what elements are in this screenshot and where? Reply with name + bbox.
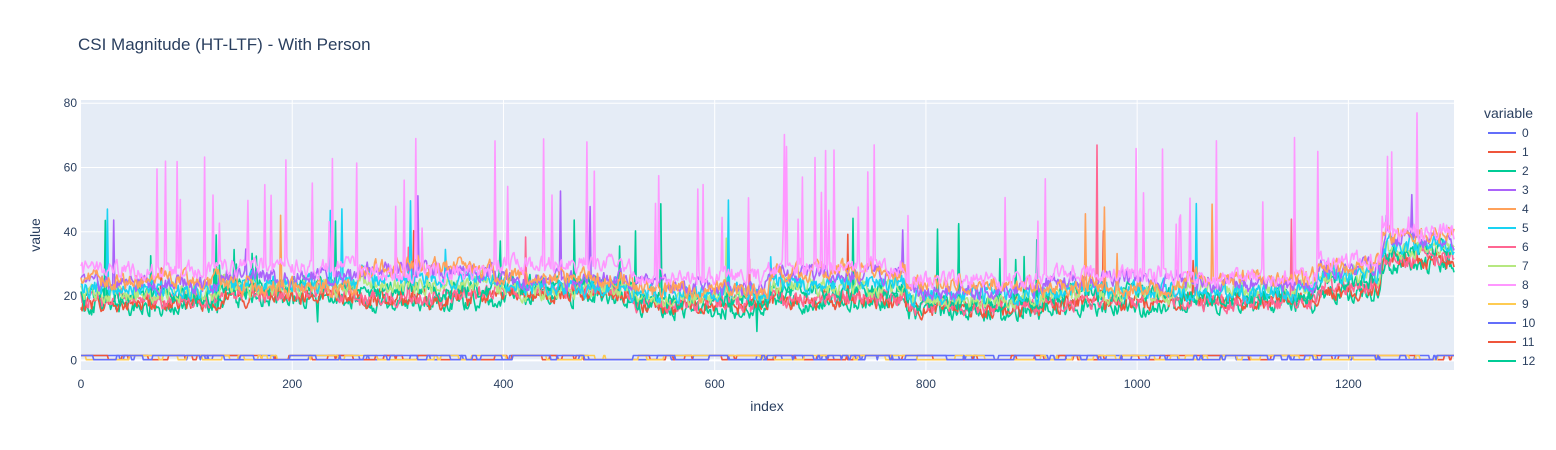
y-tick-label: 20 xyxy=(64,289,78,303)
legend-item-4[interactable]: 4 xyxy=(1488,202,1529,216)
x-tick-label: 0 xyxy=(78,377,85,391)
legend-label: 9 xyxy=(1522,297,1529,311)
legend-label: 4 xyxy=(1522,202,1529,216)
legend-item-5[interactable]: 5 xyxy=(1488,221,1529,235)
legend-label: 11 xyxy=(1522,335,1535,349)
legend-label: 6 xyxy=(1522,240,1529,254)
series-line-8 xyxy=(80,112,1455,292)
legend-item-7[interactable]: 7 xyxy=(1488,259,1529,273)
y-tick-label: 60 xyxy=(64,161,78,175)
legend-item-8[interactable]: 8 xyxy=(1488,278,1529,292)
ticks: 0 200 400 600 800 1000 1200 0 20 40 60 80 xyxy=(64,96,1362,391)
legend-item-9[interactable]: 9 xyxy=(1488,297,1529,311)
legend-label: 0 xyxy=(1522,126,1529,140)
legend-label: 2 xyxy=(1522,164,1529,178)
series-line-3 xyxy=(80,190,1455,302)
legend-label: 3 xyxy=(1522,183,1529,197)
legend-label: 7 xyxy=(1522,259,1529,273)
legend-title: variable xyxy=(1484,105,1533,121)
y-axis-title: value xyxy=(27,218,43,252)
plot-area xyxy=(81,100,1454,370)
legend-item-10[interactable]: 10 xyxy=(1488,316,1536,330)
legend-item-1[interactable]: 1 xyxy=(1488,145,1529,159)
series-layer xyxy=(80,112,1455,361)
chart-title: CSI Magnitude (HT-LTF) - With Person xyxy=(78,35,371,54)
x-tick-label: 200 xyxy=(282,377,302,391)
x-axis-title: index xyxy=(750,398,783,414)
x-tick-label: 1200 xyxy=(1335,377,1362,391)
legend-label: 8 xyxy=(1522,278,1529,292)
legend-item-12[interactable]: 12 xyxy=(1488,354,1536,368)
y-tick-label: 40 xyxy=(64,225,78,239)
series-line-2 xyxy=(80,203,1455,314)
y-tick-label: 80 xyxy=(64,96,78,110)
legend-item-0[interactable]: 0 xyxy=(1488,126,1529,140)
y-tick-label: 0 xyxy=(70,353,77,367)
legend-label: 10 xyxy=(1522,316,1536,330)
legend-item-6[interactable]: 6 xyxy=(1488,240,1529,254)
x-tick-label: 800 xyxy=(916,377,936,391)
legend-label: 5 xyxy=(1522,221,1529,235)
x-tick-label: 400 xyxy=(493,377,513,391)
legend-item-11[interactable]: 11 xyxy=(1488,335,1535,349)
x-tick-label: 600 xyxy=(705,377,725,391)
series-line-10 xyxy=(81,354,1454,361)
legend-label: 12 xyxy=(1522,354,1536,368)
legend-item-3[interactable]: 3 xyxy=(1488,183,1529,197)
legend-label: 1 xyxy=(1522,145,1529,159)
x-tick-label: 1000 xyxy=(1124,377,1151,391)
legend-item-2[interactable]: 2 xyxy=(1488,164,1529,178)
